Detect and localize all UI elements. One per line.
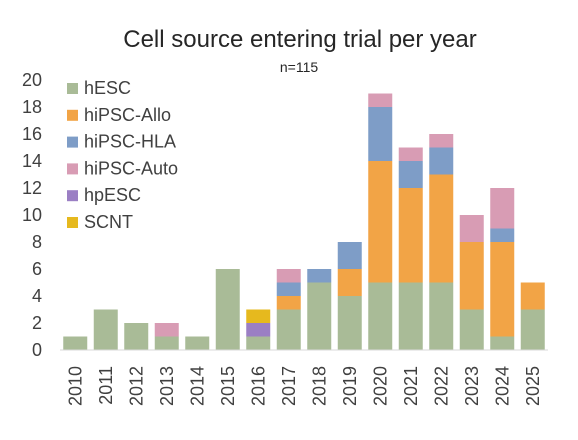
bar-hipsc-auto-2021: [398, 147, 423, 161]
bar-hesc-2013: [154, 336, 179, 350]
bar-hipsc-auto-2024: [490, 188, 515, 229]
x-tick-label: 2018: [309, 366, 329, 406]
bar-hesc-2019: [337, 296, 362, 350]
bar-hipsc-auto-2017: [276, 269, 301, 283]
bar-hesc-2021: [398, 282, 423, 350]
bar-hipsc-hla-2019: [337, 242, 362, 269]
x-tick-label: 2011: [96, 366, 116, 405]
bar-hipsc-hla-2018: [307, 269, 332, 283]
bar-hipsc-auto-2022: [429, 134, 454, 148]
bar-hipsc-allo-2020: [368, 161, 393, 283]
x-tick-label: 2020: [370, 366, 390, 406]
y-tick-label: 18: [22, 97, 42, 117]
bar-hipsc-allo-2022: [429, 174, 454, 283]
bar-hipsc-hla-2021: [398, 161, 423, 188]
x-axis-ticks: 2010 2011 2012 2013 2014 2015 2016 2017 2018 2019…: [65, 366, 543, 406]
legend-label-hipsc-auto: hiPSC-Auto: [84, 158, 178, 178]
bar-hipsc-allo-2023: [459, 242, 484, 310]
bar-hesc-2010: [63, 336, 88, 350]
bar-hesc-2012: [124, 323, 149, 350]
x-tick-label: 2013: [157, 366, 177, 406]
bar-hipsc-hla-2022: [429, 147, 454, 175]
chart-subtitle: n=115: [280, 59, 318, 75]
legend-swatch-hipsc-allo: [67, 109, 78, 121]
x-tick-label: 2021: [401, 366, 421, 406]
bar-hesc-2015: [215, 269, 240, 350]
bar-hipsc-allo-2021: [398, 188, 423, 283]
bar-hipsc-allo-2017: [276, 296, 301, 310]
bar-hesc-2020: [368, 282, 393, 350]
bars-group: [63, 93, 545, 350]
bar-hipsc-allo-2025: [520, 282, 545, 310]
legend: hESC hiPSC-Allo hiPSC-HLA hiPSC-Auto hpESC SC…: [67, 78, 178, 232]
y-tick-label: 16: [22, 124, 42, 144]
y-tick-label: 2: [32, 313, 42, 333]
y-tick-label: 8: [32, 232, 42, 252]
bar-hipsc-auto-2013: [154, 323, 179, 337]
x-tick-label: 2017: [279, 366, 299, 406]
bar-hipsc-auto-2023: [459, 215, 484, 242]
y-tick-label: 4: [32, 286, 42, 306]
x-tick-label: 2019: [340, 366, 360, 406]
bar-hipsc-hla-2017: [276, 282, 301, 296]
legend-label-hesc: hESC: [84, 78, 131, 98]
bar-hipsc-auto-2020: [368, 93, 393, 107]
legend-label-hipsc-hla: hiPSC-HLA: [84, 132, 176, 152]
bar-hesc-2017: [276, 309, 301, 350]
legend-label-hipsc-allo: hiPSC-Allo: [84, 105, 171, 125]
bar-hesc-2025: [520, 309, 545, 350]
bar-hesc-2024: [490, 336, 515, 350]
y-tick-label: 0: [32, 340, 42, 360]
bar-hesc-2023: [459, 309, 484, 350]
x-tick-label: 2012: [126, 366, 146, 406]
x-tick-label: 2015: [218, 366, 238, 406]
y-tick-label: 6: [32, 259, 42, 279]
legend-swatch-scnt: [67, 217, 78, 228]
chart-title: Cell source entering trial per year: [123, 26, 477, 53]
bar-hesc-2011: [93, 309, 118, 350]
x-tick-label: 2025: [523, 366, 543, 406]
legend-label-scnt: SCNT: [84, 212, 133, 232]
x-tick-label: 2016: [248, 366, 268, 406]
x-tick-label: 2010: [65, 366, 85, 406]
legend-swatch-hpesc: [67, 190, 78, 202]
y-tick-label: 14: [22, 151, 42, 171]
y-tick-label: 10: [22, 205, 42, 225]
y-tick-label: 20: [22, 70, 42, 90]
bar-hesc-2022: [429, 282, 454, 350]
bar-hipsc-allo-2024: [490, 242, 515, 337]
y-tick-label: 12: [22, 178, 42, 198]
bar-hesc-2014: [185, 336, 210, 350]
bar-hipsc-hla-2020: [368, 107, 393, 161]
y-axis-ticks: 0 2 4 6 8 10 12 14 16 18 20: [22, 70, 42, 360]
bar-hpesc-2016: [246, 323, 271, 337]
legend-label-hpesc: hpESC: [84, 185, 141, 205]
bar-hipsc-allo-2019: [337, 269, 362, 296]
bar-hipsc-hla-2024: [490, 228, 515, 242]
bar-scnt-2016: [246, 309, 271, 323]
x-tick-label: 2023: [462, 366, 482, 406]
x-tick-label: 2024: [492, 366, 512, 406]
legend-swatch-hipsc-auto: [67, 163, 78, 175]
legend-swatch-hipsc-hla: [67, 136, 78, 148]
x-tick-label: 2022: [431, 366, 451, 406]
bar-hesc-2018: [307, 282, 332, 350]
x-tick-label: 2014: [187, 366, 207, 406]
bar-hesc-2016: [246, 336, 271, 350]
legend-swatch-hesc: [67, 83, 78, 94]
